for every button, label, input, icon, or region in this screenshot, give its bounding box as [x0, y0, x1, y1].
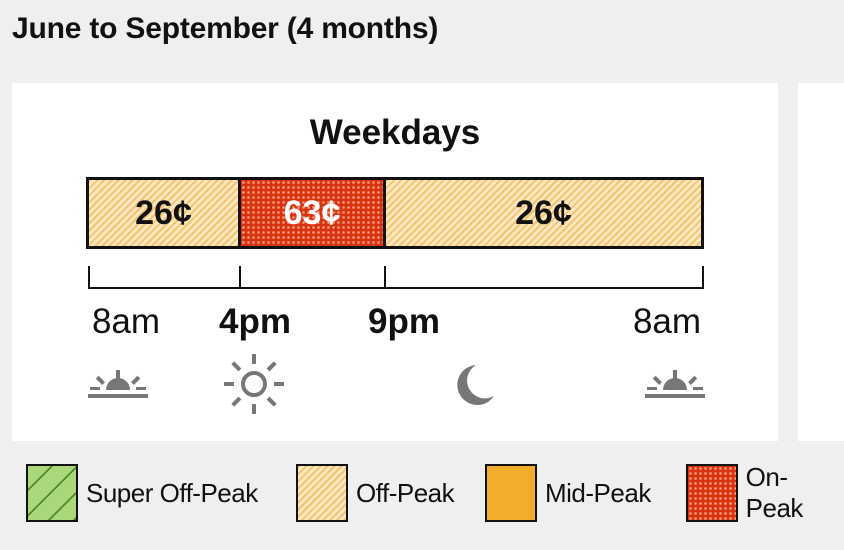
- legend-label: Off-Peak: [356, 477, 455, 508]
- legend-on-peak: On-Peak: [686, 460, 844, 526]
- page-heading: June to September (4 months): [12, 12, 439, 45]
- legend-swatch: [296, 464, 348, 522]
- sunrise-icon: [645, 370, 705, 398]
- rate-timeline-bar: 26¢ 63¢ 26¢: [86, 177, 704, 249]
- segment-off-peak-morning: 26¢: [89, 180, 241, 246]
- sun-icon: [224, 354, 284, 414]
- legend-swatch: [26, 464, 78, 522]
- sunrise-icon: [88, 370, 148, 398]
- moon-icon: [457, 365, 494, 405]
- legend-swatch: [686, 464, 738, 522]
- legend-super-off-peak: Super Off-Peak: [26, 460, 258, 526]
- legend-label: Super Off-Peak: [86, 477, 258, 508]
- panel-title: Weekdays: [309, 113, 481, 152]
- legend-mid-peak: Mid-Peak: [485, 460, 651, 526]
- time-label-9pm: 9pm: [368, 302, 440, 341]
- segment-on-peak: 63¢: [241, 180, 386, 246]
- legend-label: On-Peak: [745, 462, 804, 523]
- segment-price: 63¢: [283, 193, 341, 232]
- segment-price: 26¢: [135, 193, 192, 232]
- legend-label: Mid-Peak: [545, 477, 651, 508]
- legend-off-peak: Off-Peak: [296, 460, 455, 526]
- legend-swatch: [485, 464, 537, 522]
- next-panel-edge: [798, 83, 844, 441]
- time-axis: [88, 266, 704, 289]
- time-label-8am-end: 8am: [632, 302, 702, 341]
- weekdays-panel: [12, 83, 778, 441]
- segment-price: 26¢: [515, 193, 572, 232]
- time-label-8am-start: 8am: [91, 302, 161, 341]
- time-label-4pm: 4pm: [219, 302, 291, 341]
- segment-off-peak-evening: 26¢: [386, 180, 701, 246]
